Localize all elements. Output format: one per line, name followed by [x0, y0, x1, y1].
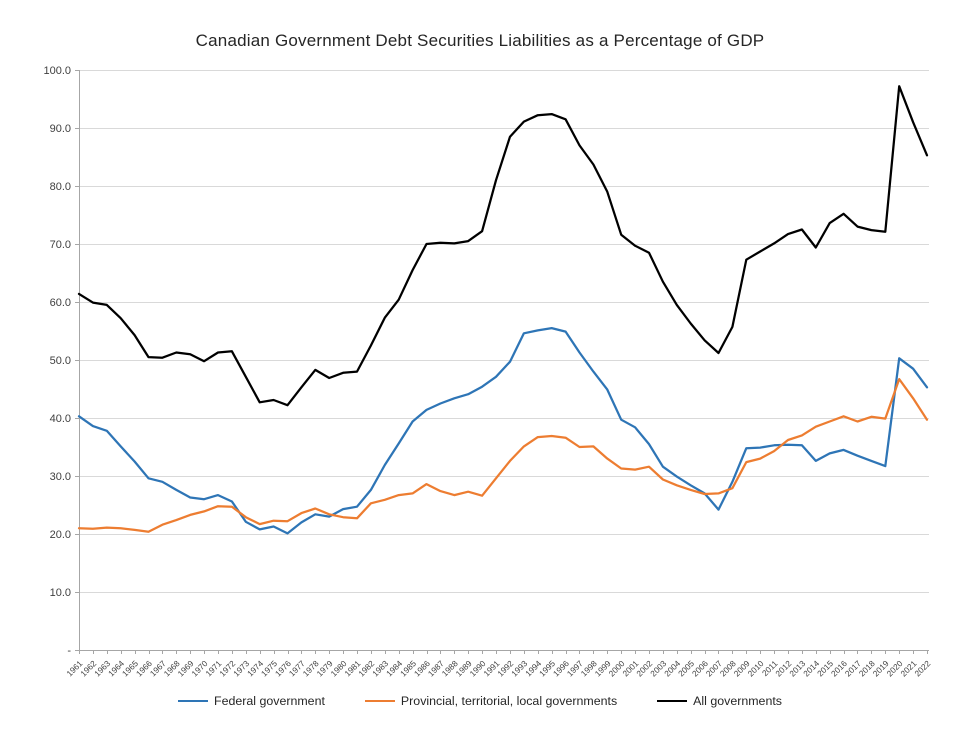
legend-item-federal-government: Federal government — [178, 694, 325, 708]
chart-legend: Federal government Provincial, territori… — [0, 692, 960, 710]
y-axis-label: 40.0 — [50, 413, 71, 425]
y-axis-label: 100.0 — [43, 65, 71, 77]
legend-item-all-governments: All governments — [657, 694, 782, 708]
y-axis-label: 30.0 — [50, 471, 71, 483]
series-line-all-governments — [77, 85, 929, 407]
y-axis-label: 60.0 — [50, 297, 71, 309]
y-axis-label: - — [67, 645, 71, 657]
legend-label-federal: Federal government — [214, 694, 325, 708]
y-axis-label: 10.0 — [50, 587, 71, 599]
legend-item-provincial-governments: Provincial, territorial, local governmen… — [364, 694, 618, 708]
y-axis-label: 20.0 — [50, 529, 71, 541]
legend-label-provincial: Provincial, territorial, local governmen… — [400, 694, 618, 708]
legend-line-swatch-federal — [178, 699, 209, 703]
chart-title: Canadian Government Debt Securities Liab… — [195, 31, 765, 50]
x-axis-label: 2022 — [912, 658, 932, 678]
legend-label-all: All governments — [693, 694, 782, 708]
y-axis-label: 50.0 — [50, 355, 71, 367]
y-axis-label: 70.0 — [50, 239, 71, 251]
series-line-provincial-territorial-local-governments — [77, 377, 929, 533]
series-line-federal-government — [77, 326, 929, 535]
y-axis-label: 80.0 — [50, 181, 71, 193]
legend-line-swatch-provincial — [364, 699, 395, 703]
y-axis-label: 90.0 — [50, 123, 71, 135]
legend-line-swatch-all — [657, 699, 688, 703]
